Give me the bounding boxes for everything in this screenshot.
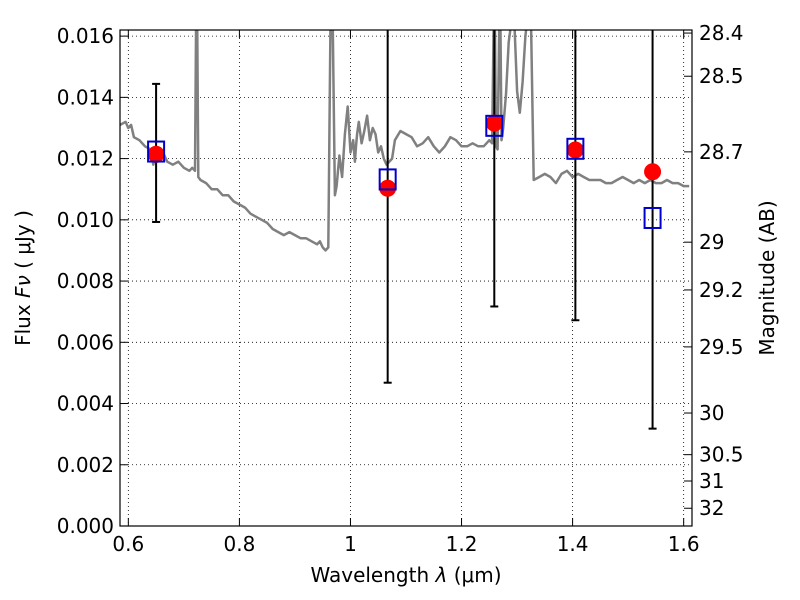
x-tick-label: 1.6 <box>668 532 700 556</box>
x-tick-label: 1.4 <box>557 532 589 556</box>
observed-flux-point <box>147 145 165 163</box>
right-tick-label: 29.2 <box>699 278 744 302</box>
right-tick-label: 28.7 <box>699 140 744 164</box>
model-flux-square <box>566 137 585 160</box>
observed-flux-point <box>379 179 397 197</box>
right-tick-label: 29 <box>699 230 724 254</box>
x-tick-label: 0.8 <box>223 532 255 556</box>
model-flux-square <box>485 114 504 137</box>
x-axis-label-unit: (μm) <box>454 563 502 587</box>
observed-flux-point <box>485 114 503 132</box>
y-tick-label: 0.010 <box>57 208 114 232</box>
x-axis-label-text: Wavelength <box>310 563 429 587</box>
labels-layer: Wavelength λ (μm) Flux Fν ( μJy ) Magnit… <box>11 200 779 587</box>
y-tick-label: 0.004 <box>57 392 114 416</box>
right-tick-label: 30 <box>699 401 724 425</box>
y-tick-label: 0.006 <box>57 330 114 354</box>
y-axis-label-symbol: Fν <box>11 275 35 298</box>
x-tick-label: 1.2 <box>446 532 478 556</box>
right-axis-label: Magnitude (AB) <box>755 200 779 355</box>
right-tick-label: 28.4 <box>699 21 744 45</box>
observed-flux-point <box>644 163 662 181</box>
y-axis-label-text: Flux <box>11 304 35 346</box>
y-axis-label: Flux Fν ( μJy ) <box>11 210 35 346</box>
y-tick-label: 0.016 <box>57 24 114 48</box>
spectrum-layer <box>120 30 690 252</box>
points-layer <box>147 114 662 229</box>
x-axis-label-symbol: λ <box>435 563 448 587</box>
right-tick-label: 29.5 <box>699 335 744 359</box>
y-tick-label: 0.008 <box>57 269 114 293</box>
x-tick-label: 1 <box>344 532 357 556</box>
right-tick-label: 32 <box>699 496 724 520</box>
plot-frame <box>119 29 693 527</box>
model-flux-square <box>147 140 166 163</box>
grid-lines <box>120 30 692 527</box>
right-tick-label: 28.5 <box>699 64 744 88</box>
y-axis-label-unit: ( μJy ) <box>11 210 35 269</box>
y-tick-label: 0.002 <box>57 453 114 477</box>
right-tick-label: 31 <box>699 469 724 493</box>
observed-flux-point <box>566 141 584 159</box>
ticks-layer: 0.6 0.8 1 1.2 1.4 1.6 0.000 0.002 0.004 0.006 0.00… <box>57 21 744 556</box>
model-flux-square <box>378 168 397 191</box>
x-tick-label: 0.6 <box>112 532 144 556</box>
model-flux-square <box>643 206 662 229</box>
y-tick-label: 0.012 <box>57 147 114 171</box>
y-tick-label: 0.014 <box>57 85 114 109</box>
errorbar-layer <box>152 30 657 430</box>
y-tick-label: 0.000 <box>57 514 114 538</box>
x-axis-label: Wavelength λ (μm) <box>310 563 501 587</box>
spectrum-line <box>120 30 690 252</box>
right-tick-label: 30.5 <box>699 443 744 467</box>
